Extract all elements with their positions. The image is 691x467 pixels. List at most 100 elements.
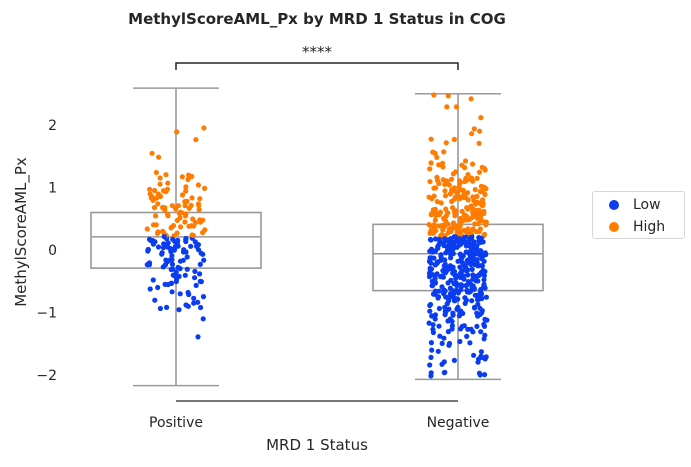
data-point [477, 226, 483, 232]
data-point [473, 229, 479, 235]
data-point [430, 322, 436, 328]
data-point [428, 160, 434, 166]
data-point [474, 311, 481, 317]
data-point [429, 278, 435, 284]
data-point [437, 333, 443, 339]
data-point [432, 288, 438, 294]
data-point [428, 260, 434, 266]
data-point [431, 185, 437, 191]
data-point [169, 203, 175, 209]
data-point [465, 272, 471, 278]
data-point [153, 169, 159, 176]
data-point [430, 326, 436, 332]
data-point [157, 175, 163, 181]
data-point [191, 295, 197, 301]
data-point [468, 96, 474, 102]
data-point [154, 230, 161, 236]
data-point [483, 294, 489, 300]
data-point [175, 203, 182, 209]
data-point [433, 236, 439, 242]
data-point [441, 359, 447, 365]
data-point [457, 251, 463, 257]
data-point [431, 92, 437, 98]
data-point [432, 248, 438, 254]
data-point [481, 323, 488, 329]
data-point [477, 128, 483, 134]
data-point [451, 357, 457, 363]
data-point [461, 194, 467, 201]
data-point [427, 179, 433, 185]
data-point [193, 243, 200, 249]
data-point [445, 280, 451, 286]
data-point [442, 308, 448, 315]
data-point [198, 304, 204, 311]
data-point [452, 234, 458, 240]
data-point [470, 249, 476, 255]
data-point [461, 217, 467, 223]
data-point [191, 300, 197, 306]
data-point [463, 234, 469, 240]
data-point [163, 172, 169, 178]
data-point [445, 329, 451, 335]
data-point [156, 154, 162, 160]
data-point [152, 187, 158, 194]
data-point [475, 278, 481, 284]
legend-label-high: High [633, 219, 666, 235]
data-point [452, 213, 458, 219]
data-point [453, 275, 459, 281]
data-point [465, 172, 471, 178]
y-tick-label: −1 [36, 306, 57, 322]
data-point [435, 295, 441, 301]
x-tick-label: Negative [427, 415, 490, 431]
data-point [201, 125, 207, 131]
data-point [457, 270, 464, 276]
data-point [465, 206, 471, 212]
data-point [196, 202, 202, 208]
data-point [433, 261, 439, 267]
data-point [201, 257, 207, 263]
data-point [484, 317, 490, 323]
data-point [467, 235, 473, 241]
data-point [483, 219, 489, 225]
data-point [182, 199, 188, 205]
data-point [428, 266, 435, 272]
data-point [432, 217, 438, 223]
data-point [188, 243, 194, 249]
data-point [161, 241, 167, 247]
data-point [160, 204, 166, 211]
data-point [451, 136, 457, 143]
data-point [193, 137, 199, 143]
data-point [147, 286, 153, 292]
data-point [474, 323, 480, 329]
data-point [465, 190, 471, 196]
data-point [185, 176, 191, 183]
y-tick-label: 0 [48, 243, 57, 259]
data-point [451, 209, 458, 215]
data-point [152, 297, 158, 303]
data-point [469, 131, 475, 137]
data-point [449, 323, 455, 329]
data-point [472, 292, 478, 298]
data-point [155, 191, 161, 197]
data-point [177, 291, 183, 297]
data-point [479, 310, 485, 316]
data-point [197, 217, 203, 223]
data-point [434, 154, 440, 160]
data-point [453, 104, 460, 110]
data-point [481, 336, 487, 342]
data-point [478, 286, 484, 293]
data-point [434, 199, 440, 205]
data-point [161, 234, 167, 240]
data-point [440, 177, 446, 183]
data-point [443, 140, 449, 146]
data-point [470, 256, 477, 262]
data-point [457, 338, 463, 345]
data-point [426, 270, 433, 276]
y-tick-label: −2 [36, 368, 57, 384]
data-point [477, 188, 483, 195]
data-point [474, 297, 481, 303]
box-plots [90, 87, 544, 387]
data-point [474, 193, 480, 199]
data-point [183, 188, 189, 194]
data-point [438, 200, 444, 206]
